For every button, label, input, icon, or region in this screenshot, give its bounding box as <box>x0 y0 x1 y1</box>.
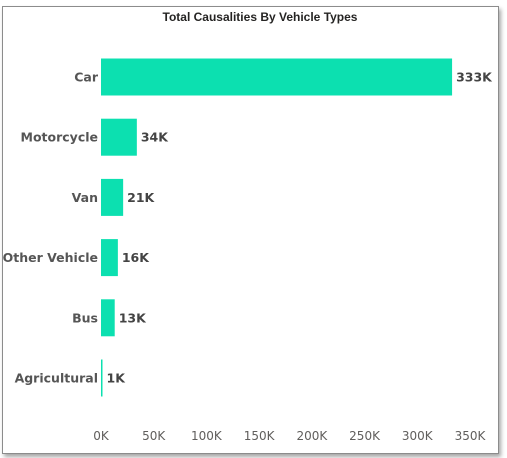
x-tick-label: 200K <box>296 429 328 443</box>
category-label: Car <box>74 70 99 85</box>
chart-title: Total Causalities By Vehicle Types <box>163 10 358 24</box>
category-label: Agricultural <box>15 371 98 386</box>
data-label: 21K <box>127 190 155 205</box>
category-label: Motorcycle <box>21 130 98 145</box>
bar-van[interactable] <box>101 178 124 216</box>
x-axis: 0K 50K 100K 150K 200K 250K 300K 350K <box>93 429 486 443</box>
x-tick-label: 250K <box>349 429 381 443</box>
chart-visual: Total Causalities By Vehicle Types Car 33… <box>2 6 499 454</box>
x-tick-label: 50K <box>142 429 166 443</box>
data-label: 13K <box>119 310 147 325</box>
data-label: 1K <box>107 371 127 386</box>
bar-car[interactable] <box>101 58 453 96</box>
data-label: 34K <box>141 130 169 145</box>
x-tick-label: 350K <box>455 429 487 443</box>
x-tick-label: 300K <box>402 429 434 443</box>
data-label: 16K <box>122 250 150 265</box>
bar-other-vehicle[interactable] <box>101 239 118 277</box>
category-label: Bus <box>72 310 98 325</box>
bar-motorcycle[interactable] <box>101 118 137 156</box>
bar-chart: Total Causalities By Vehicle Types Car 33… <box>3 10 493 443</box>
x-tick-label: 150K <box>244 429 276 443</box>
x-tick-label: 100K <box>191 429 223 443</box>
bars-layer: Car 333K Motorcycle 34K Van 21K Other Vehicle 1… <box>3 58 493 397</box>
bar-bus[interactable] <box>101 299 115 337</box>
bar-agricultural[interactable] <box>101 359 103 397</box>
x-tick-label: 0K <box>93 429 110 443</box>
category-label: Van <box>72 190 98 205</box>
data-label: 333K <box>456 70 493 85</box>
category-label: Other Vehicle <box>3 250 98 265</box>
